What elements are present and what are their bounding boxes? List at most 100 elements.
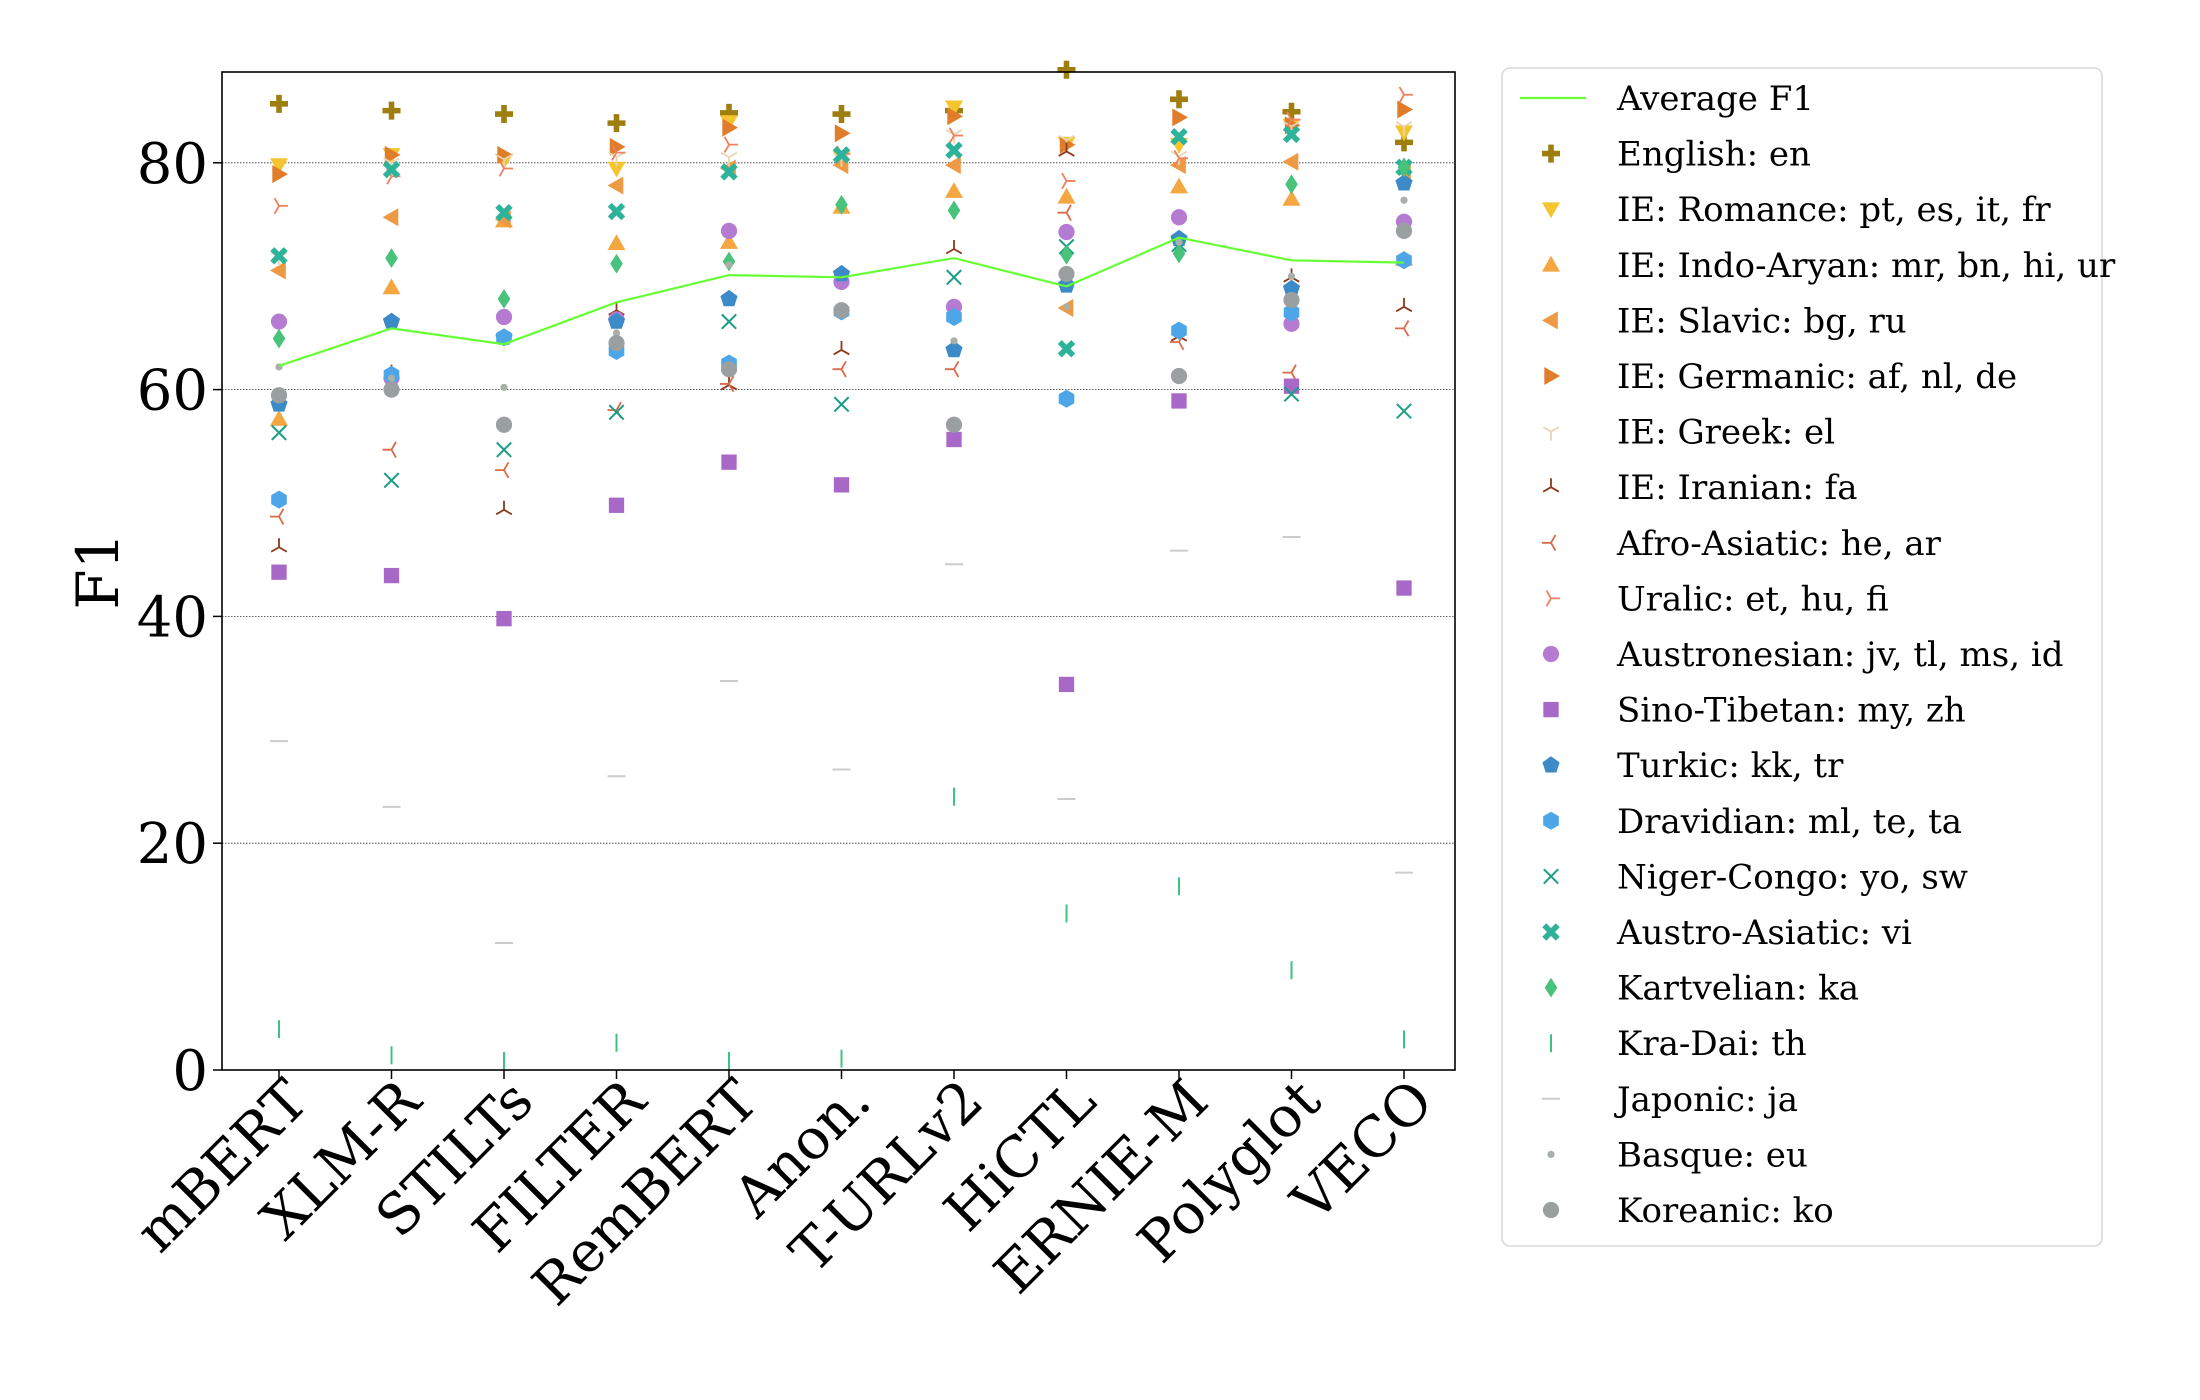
data-point <box>497 145 513 164</box>
data-point <box>1060 244 1073 265</box>
data-point <box>270 508 285 525</box>
data-point <box>722 118 738 137</box>
data-point <box>1058 389 1075 408</box>
legend-label: IE: Greek: el <box>1617 413 1835 453</box>
data-point <box>610 253 623 274</box>
series-austro-asiatic <box>270 125 1413 358</box>
data-point <box>1175 238 1183 246</box>
legend-label: IE: Iranian: fa <box>1617 468 1858 508</box>
data-point <box>607 202 626 221</box>
data-point <box>720 289 738 307</box>
data-point <box>1397 157 1411 178</box>
data-point <box>270 387 288 404</box>
data-point <box>1058 676 1075 693</box>
data-point <box>947 107 963 126</box>
data-point <box>1283 386 1300 403</box>
legend-swatch <box>1543 701 1559 718</box>
series-ie <box>270 177 1413 426</box>
series-kra-dai <box>278 787 1405 1070</box>
data-point <box>270 158 288 175</box>
data-point <box>1282 279 1301 296</box>
legend-label: IE: Indo-Aryan: mr, bn, hi, ur <box>1617 246 2116 286</box>
data-point <box>720 163 738 181</box>
legend-swatch <box>1542 311 1558 330</box>
data-point <box>1172 243 1186 264</box>
data-point <box>611 144 626 161</box>
legend-label: Basque: eu <box>1617 1135 1808 1175</box>
legend-swatch <box>1542 255 1560 272</box>
data-point <box>609 137 626 156</box>
data-point <box>1059 135 1076 154</box>
data-point <box>1283 303 1300 322</box>
data-point <box>1170 209 1188 226</box>
series-austronesian <box>270 209 1413 387</box>
data-point <box>946 431 962 448</box>
data-point <box>270 410 288 426</box>
legend-swatch <box>1542 144 1560 163</box>
legend-label: Turkic: kk, tr <box>1617 746 1844 786</box>
data-point <box>1282 190 1301 206</box>
data-point <box>1058 142 1075 157</box>
plot-frame <box>221 71 1456 1071</box>
series-niger-congo <box>271 236 1412 489</box>
y-tick-label: 20 <box>137 812 208 877</box>
y-axis-label: F1 <box>64 532 132 609</box>
data-point <box>1286 111 1301 128</box>
data-point <box>1057 204 1072 221</box>
data-point <box>271 424 287 441</box>
data-point <box>270 538 288 553</box>
data-point <box>1283 315 1300 332</box>
legend-swatch <box>1542 1201 1560 1219</box>
data-point <box>720 222 738 239</box>
legend-swatch <box>1542 478 1560 493</box>
data-point <box>1057 60 1076 79</box>
y-tick-label: 0 <box>172 1039 208 1104</box>
data-point <box>1285 174 1298 195</box>
data-point <box>720 151 738 167</box>
data-point <box>383 567 400 584</box>
data-point <box>496 611 512 627</box>
data-point <box>1396 403 1412 420</box>
data-point <box>382 160 401 179</box>
data-point <box>1282 102 1301 121</box>
data-point <box>382 101 401 120</box>
data-point <box>945 156 961 175</box>
legend-swatch <box>1542 645 1560 663</box>
data-point <box>382 441 397 458</box>
data-point <box>1395 297 1413 313</box>
data-point <box>1283 291 1300 309</box>
data-point <box>1058 265 1075 283</box>
y-axis: 0 20 40 60 80 <box>137 132 222 1104</box>
data-point <box>833 302 850 319</box>
legend-swatch <box>1543 811 1559 830</box>
data-point <box>1287 272 1296 280</box>
data-point <box>383 381 400 398</box>
legend-label: Uralic: et, hu, fi <box>1617 579 1889 619</box>
data-point <box>1061 172 1076 190</box>
data-point <box>1172 108 1188 127</box>
data-point <box>270 247 288 265</box>
data-point <box>387 374 396 382</box>
legend-label: Sino-Tibetan: my, zh <box>1617 691 1966 731</box>
data-point <box>495 461 510 479</box>
data-point <box>498 160 513 177</box>
legend-label: Niger-Congo: yo, sw <box>1617 857 1968 897</box>
legend-swatch <box>1542 426 1560 441</box>
data-point <box>1396 251 1412 270</box>
data-point <box>721 313 737 330</box>
legend-label: IE: Romance: pt, es, it, fr <box>1617 190 2051 230</box>
data-point <box>495 416 513 433</box>
data-point <box>721 454 737 470</box>
data-point <box>1170 177 1188 194</box>
data-point <box>946 269 962 286</box>
data-point <box>833 396 850 413</box>
data-point <box>1170 367 1188 385</box>
data-point <box>495 500 513 516</box>
data-point <box>495 308 513 326</box>
data-point <box>495 203 513 222</box>
data-point <box>1395 174 1413 191</box>
data-point <box>1282 364 1297 381</box>
data-point <box>946 308 962 326</box>
data-point <box>607 114 626 133</box>
